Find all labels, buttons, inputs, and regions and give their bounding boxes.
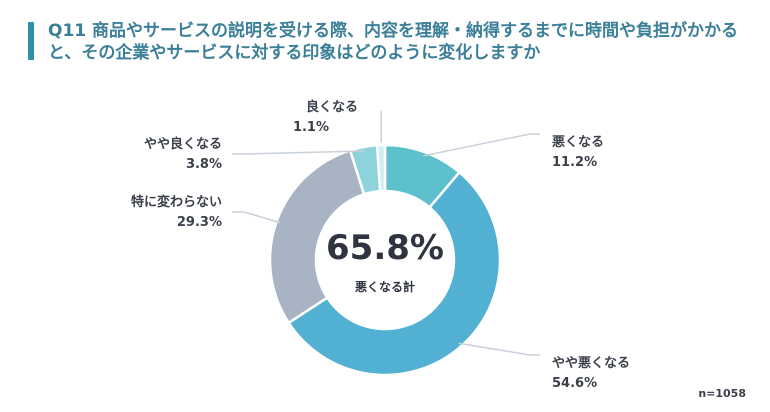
slice-label-0: 悪くなる [552, 135, 604, 150]
slices-group [268, 143, 502, 377]
leader-line-2 [232, 211, 281, 224]
question-title: Q11 商品やサービスの説明を受ける際、内容を理解・納得するまでに時間や負担がか… [48, 21, 739, 63]
slice-label-1: やや悪くなる [552, 356, 630, 371]
slice-label-3: やや良くなる [144, 136, 222, 152]
slice-label-2: 特に変わらない [131, 194, 222, 210]
slice-value-4: 1.1% [293, 120, 329, 135]
leader-line-1 [458, 342, 540, 356]
sample-size-note: n=1058 [698, 387, 746, 400]
slice-value-0: 11.2% [552, 155, 597, 170]
leader-line-0 [423, 133, 540, 157]
title-accent-bar [28, 22, 34, 60]
slice-value-2: 29.3% [177, 215, 222, 230]
leader-line-3 [232, 150, 365, 155]
labels-group: 悪くなる 11.2% やや悪くなる 54.6% 特に変わらない 29.3% やや良くなる 3.… [131, 99, 630, 391]
center-total-label: 悪くなる計 [355, 279, 415, 294]
slice-label-4: 良くなる [306, 99, 358, 115]
slice-value-1: 54.6% [552, 376, 597, 391]
leader-line-4 [380, 111, 382, 144]
slice-4 [375, 143, 387, 193]
leader-lines-group [232, 111, 540, 356]
slice-value-3: 3.8% [186, 157, 222, 172]
slice-1 [286, 170, 502, 377]
center-total-value: 65.8% [326, 228, 444, 268]
